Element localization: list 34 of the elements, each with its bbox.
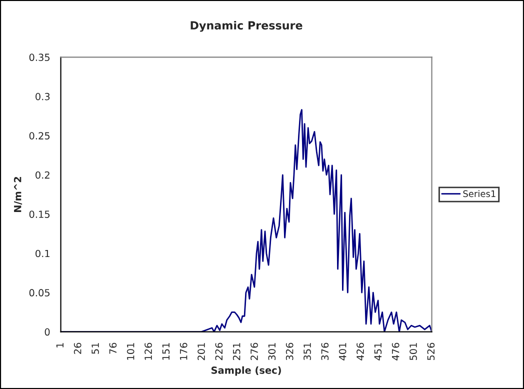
x-tick-label: 126 <box>144 342 152 360</box>
y-tick-label: 0.1 <box>36 250 50 258</box>
x-tick-label: 151 <box>162 343 170 360</box>
x-tick-label: 451 <box>374 343 382 360</box>
y-tick-label: 0.3 <box>36 92 50 100</box>
x-tick-label: 351 <box>304 343 311 360</box>
x-tick-label: 176 <box>180 342 188 360</box>
x-tick-label: 76 <box>109 342 117 354</box>
x-tick-label: 376 <box>321 342 329 360</box>
y-tick-label: 0.15 <box>29 210 50 218</box>
x-tick-label: 101 <box>126 343 134 360</box>
y-tick-label: 0.35 <box>29 54 50 62</box>
x-tick-label: 251 <box>232 343 240 360</box>
x-tick-label: 501 <box>410 343 417 360</box>
x-tick-label: 476 <box>392 342 400 360</box>
x-tick-label: 226 <box>215 342 223 360</box>
x-tick-label: 326 <box>286 342 294 360</box>
x-tick-label: 426 <box>356 342 364 360</box>
x-tick-label: 201 <box>198 343 205 360</box>
y-tick-label: 0.25 <box>29 132 50 140</box>
y-tick-label: 0.2 <box>36 171 50 179</box>
y-tick-label: 0.05 <box>29 289 50 296</box>
legend-label: Series1 <box>463 190 496 198</box>
chart-title: Dynamic Pressure <box>190 20 302 32</box>
y-axis-title: N/m^2 <box>14 176 22 212</box>
x-tick-label: 1 <box>56 343 64 348</box>
x-tick-label: 401 <box>338 343 346 360</box>
x-tick-label: 301 <box>268 343 276 360</box>
x-tick-label: 276 <box>250 342 258 360</box>
x-tick-label: 51 <box>92 343 99 354</box>
x-tick-label: 526 <box>427 342 435 360</box>
x-axis-title: Sample (sec) <box>211 366 281 376</box>
y-tick-label: 0 <box>44 328 50 336</box>
x-tick-label: 26 <box>74 342 82 354</box>
